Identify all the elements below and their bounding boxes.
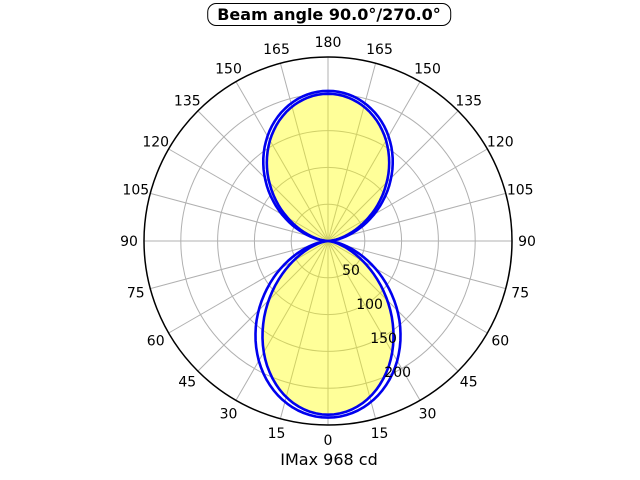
angle-grid-spoke (327, 240, 459, 372)
angle-tick-label: 0 (324, 433, 333, 449)
angle-tick-label: 60 (147, 334, 165, 350)
angle-grid-spoke (168, 240, 329, 334)
angle-tick-label: 120 (142, 135, 169, 151)
angle-tick-label: 75 (127, 286, 145, 302)
radius-tick-label: 50 (342, 263, 360, 279)
angle-grid-spoke (327, 240, 488, 334)
angle-tick-label: 90 (518, 234, 536, 250)
angle-tick-label: 30 (419, 406, 437, 422)
angle-grid-spoke (327, 63, 377, 242)
angle-tick-label: 15 (371, 426, 389, 442)
angle-tick-label: 135 (174, 93, 201, 109)
angle-tick-label: 45 (460, 375, 478, 391)
angle-grid-spoke (235, 240, 329, 401)
angle-grid-spoke (327, 192, 506, 242)
outer-circle (143, 56, 513, 426)
angle-tick-label: 150 (414, 62, 441, 78)
angle-tick-label: 45 (178, 375, 196, 391)
angle-grid-spoke (235, 81, 329, 242)
angle-grid-spoke (327, 110, 459, 242)
angle-tick-label: 165 (366, 42, 393, 58)
radius-tick-label: 200 (384, 365, 411, 381)
radius-tick-labels: 50 100 150 200 (342, 263, 411, 381)
angle-tick-label: 90 (120, 234, 138, 250)
angle-tick-label: 150 (215, 62, 242, 78)
angle-grid-spoke (279, 63, 329, 242)
radius-tick-label: 100 (356, 297, 383, 313)
angle-tick-label: 120 (487, 135, 514, 151)
angle-tick-labels: 0 15 15 30 30 45 45 60 60 75 75 90 90 105 105 120 120 135… (120, 35, 536, 449)
angle-tick-label: 165 (263, 42, 290, 58)
angle-grid-spoke (327, 240, 506, 290)
angle-tick-label: 60 (491, 334, 509, 350)
chart-title-box: Beam angle 90.0°/270.0° (207, 3, 451, 26)
beam-curve-filled (261, 92, 395, 416)
angle-grid-spoke (168, 148, 329, 242)
angle-tick-label: 180 (315, 35, 342, 51)
angle-grid-spoke (327, 148, 488, 242)
angle-grid-spoke (150, 192, 329, 242)
beam-fill (262, 93, 394, 415)
angle-grid-spoke (279, 240, 329, 419)
angle-grid-spoke (327, 240, 377, 419)
angle-tick-label: 105 (122, 183, 149, 199)
angle-grid-spoke (150, 240, 329, 290)
radius-tick-label: 150 (370, 331, 397, 347)
polar-grid (144, 57, 512, 425)
angle-grid-spoke (327, 240, 421, 401)
angle-tick-label: 15 (268, 426, 286, 442)
angle-tick-label: 105 (507, 183, 534, 199)
angle-tick-label: 30 (220, 406, 238, 422)
angle-tick-label: 135 (455, 93, 482, 109)
angle-grid-spoke (197, 110, 329, 242)
imax-annotation: IMax 968 cd (280, 450, 378, 469)
angle-grid-spoke (327, 81, 421, 242)
angle-tick-label: 75 (511, 286, 529, 302)
chart-title: Beam angle 90.0°/270.0° (217, 5, 441, 24)
angle-grid-spoke (197, 240, 329, 372)
